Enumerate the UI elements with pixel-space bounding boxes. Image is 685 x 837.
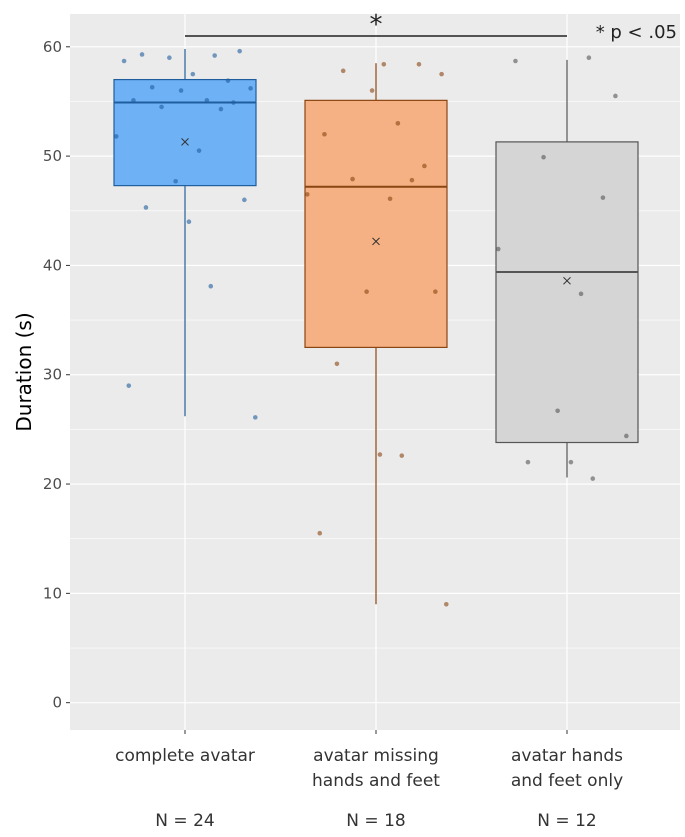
data-point	[218, 106, 224, 112]
y-axis-title: Duration (s)	[12, 312, 36, 431]
data-point	[131, 98, 136, 103]
data-point	[149, 84, 155, 90]
x-category-label: and feet only	[511, 771, 623, 791]
data-point	[600, 195, 606, 200]
significance-note: * p < .05	[596, 22, 677, 43]
data-point	[212, 53, 217, 58]
sample-size-label: N = 24	[155, 811, 214, 831]
data-point	[369, 88, 375, 93]
data-point	[443, 601, 449, 607]
data-point	[317, 530, 323, 536]
data-point	[613, 93, 618, 99]
x-axis: complete avatar N = 24 avatar missing hands…	[115, 730, 623, 831]
data-point	[586, 55, 592, 61]
data-point	[231, 100, 236, 105]
data-point	[399, 453, 405, 458]
y-tick-label: 20	[43, 475, 62, 493]
data-point	[495, 246, 501, 252]
significance-star: *	[370, 10, 383, 40]
data-point	[624, 433, 629, 439]
data-point	[252, 415, 258, 420]
data-point	[377, 452, 383, 457]
box-iqr	[304, 99, 448, 349]
y-tick-label: 30	[43, 366, 62, 384]
data-point	[555, 408, 560, 414]
data-point	[196, 148, 202, 153]
data-point	[304, 192, 310, 197]
data-point	[143, 205, 149, 210]
data-point	[248, 86, 253, 91]
box-iqr	[113, 78, 257, 187]
data-point	[409, 177, 415, 183]
data-point	[350, 176, 355, 182]
data-point	[322, 131, 327, 137]
data-point	[113, 134, 119, 139]
data-point	[568, 459, 574, 465]
significance-annotation: * * p < .05	[185, 10, 677, 43]
data-point	[433, 289, 438, 294]
data-point	[159, 104, 164, 110]
data-point	[525, 459, 531, 465]
data-point	[387, 196, 393, 202]
data-point	[190, 71, 196, 77]
y-axis: 0 10 20 30 40 50 60	[43, 38, 70, 712]
x-category-label: avatar hands	[511, 746, 623, 766]
data-point	[178, 88, 184, 93]
data-point	[167, 55, 172, 61]
mean-marker	[563, 276, 571, 285]
data-point	[381, 61, 387, 67]
data-point	[416, 61, 422, 67]
data-point	[204, 98, 210, 103]
jitter-points	[113, 48, 629, 607]
data-point	[225, 78, 231, 83]
data-point	[578, 291, 584, 297]
mean-marker	[181, 138, 189, 146]
data-point	[513, 58, 518, 64]
y-tick-label: 40	[43, 256, 62, 274]
sample-size-label: N = 12	[537, 811, 596, 831]
data-point	[422, 163, 427, 169]
data-point	[126, 383, 132, 388]
mean-marker	[372, 237, 380, 246]
data-point	[439, 71, 444, 77]
data-point	[208, 283, 214, 289]
box-series	[113, 48, 639, 605]
x-category-label: hands and feet	[312, 771, 440, 791]
data-point	[334, 361, 340, 367]
data-point	[541, 154, 546, 160]
y-tick-label: 60	[43, 38, 62, 56]
data-point	[242, 197, 247, 203]
data-point	[139, 52, 145, 57]
box-iqr	[495, 141, 639, 444]
data-point	[340, 68, 346, 74]
data-point	[237, 48, 242, 54]
y-tick-label: 10	[43, 584, 62, 602]
data-point	[364, 289, 369, 294]
y-tick-label: 0	[52, 694, 62, 712]
data-point	[121, 58, 127, 64]
x-category-label: complete avatar	[115, 746, 255, 766]
sample-size-label: N = 18	[346, 811, 405, 831]
data-point	[590, 476, 596, 481]
x-category-label: avatar missing	[313, 746, 439, 766]
data-point	[173, 178, 178, 184]
y-tick-label: 50	[43, 147, 62, 165]
data-point	[186, 219, 192, 224]
data-point	[395, 121, 401, 126]
